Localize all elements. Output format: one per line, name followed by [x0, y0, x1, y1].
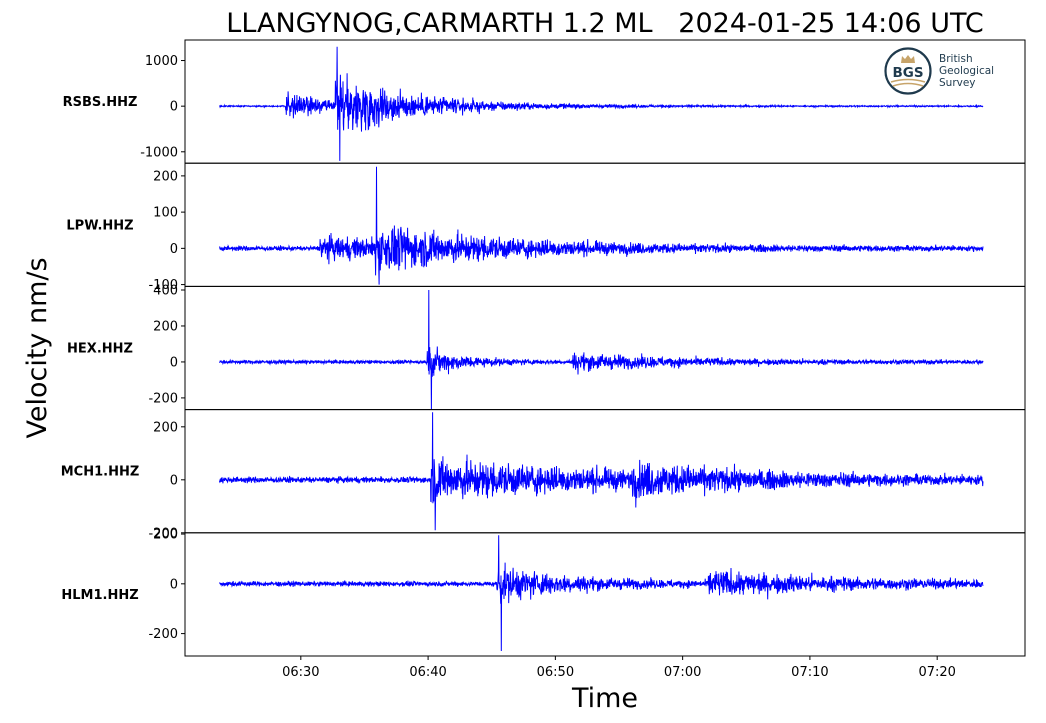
- waveform-hex-hhz: [218, 289, 984, 410]
- y-tick-label: -1000: [140, 145, 178, 160]
- y-tick-label: -200: [148, 526, 178, 541]
- waveform-rsbs-hhz: [219, 46, 984, 161]
- x-tick-label: 06:40: [409, 665, 446, 680]
- y-tick-label: 0: [170, 100, 178, 115]
- panels-group: 10000-1000RSBS.HHZ2001000-100LPW.HHZ4002…: [61, 39, 1026, 657]
- x-tick-label: 07:10: [791, 665, 828, 680]
- panel-frame: [184, 285, 1026, 411]
- y-tick-label: -100: [148, 278, 178, 293]
- panel-frame: [184, 532, 1026, 657]
- y-tick-label: -200: [148, 391, 178, 406]
- y-tick-label: 0: [170, 355, 178, 370]
- y-tick-label: 200: [153, 169, 178, 184]
- bgs-name-line-3: Survey: [939, 77, 976, 89]
- panel-hex-hhz: 400 200 0 -200 HEX.HHZ: [67, 283, 1026, 411]
- y-axis-label: Velocity nm/s: [22, 257, 53, 438]
- x-tick-label: 06:30: [282, 665, 319, 680]
- y-tick-label: 200: [153, 420, 178, 435]
- station-label: HLM1.HHZ: [61, 588, 138, 603]
- x-tick-label: 07:20: [918, 665, 955, 680]
- panel-lpw-hhz: 200 100 0 -100 LPW.HHZ: [66, 162, 1026, 293]
- y-tick-label: 0: [170, 473, 178, 488]
- panel-hlm1-hhz: 200 0 -200 HLM1.HHZ: [61, 528, 1026, 657]
- x-axis: 06:30 06:40 06:50 07:00 07:10 07:20: [282, 656, 956, 680]
- station-label: RSBS.HHZ: [63, 95, 138, 110]
- y-tick-label: 200: [153, 319, 178, 334]
- y-tick-label: 400: [153, 283, 178, 298]
- y-tick-label: 1000: [145, 54, 178, 69]
- bgs-emblem-text: BGS: [892, 65, 923, 81]
- y-tick-label: 0: [170, 242, 178, 257]
- bgs-name-line-1: British: [939, 53, 973, 65]
- landscape-lines-icon: [890, 78, 926, 87]
- waveform-mch1-hhz: [218, 412, 984, 531]
- bgs-name-line-2: Geological: [939, 65, 994, 77]
- bgs-logo-ring: [884, 47, 932, 95]
- y-tick-label: 200: [153, 528, 178, 543]
- chart-title: LLANGYNOG,CARMARTH 1.2 ML 2024-01-25 14:…: [226, 8, 983, 39]
- station-label: LPW.HHZ: [66, 218, 133, 233]
- x-tick-label: 07:00: [664, 665, 701, 680]
- waveform-lpw-hhz: [219, 166, 984, 285]
- panel-mch1-hhz: 200 0 -200 MCH1.HHZ: [61, 409, 1026, 541]
- y-tick-label: 0: [170, 577, 178, 592]
- y-tick-label: -200: [148, 627, 178, 642]
- bgs-logo: BGS British Geological Survey: [884, 47, 994, 95]
- x-tick-label: 06:50: [537, 665, 574, 680]
- panel-frame: [184, 162, 1026, 287]
- x-axis-label: Time: [571, 683, 638, 714]
- waveform-hlm1-hhz: [219, 535, 984, 652]
- station-label: MCH1.HHZ: [61, 465, 140, 480]
- crown-icon: [901, 55, 915, 63]
- y-tick-label: 100: [153, 206, 178, 221]
- panel-rsbs-hhz: 1000 0 -1000 RSBS.HHZ: [63, 39, 1026, 164]
- station-label: HEX.HHZ: [67, 342, 133, 357]
